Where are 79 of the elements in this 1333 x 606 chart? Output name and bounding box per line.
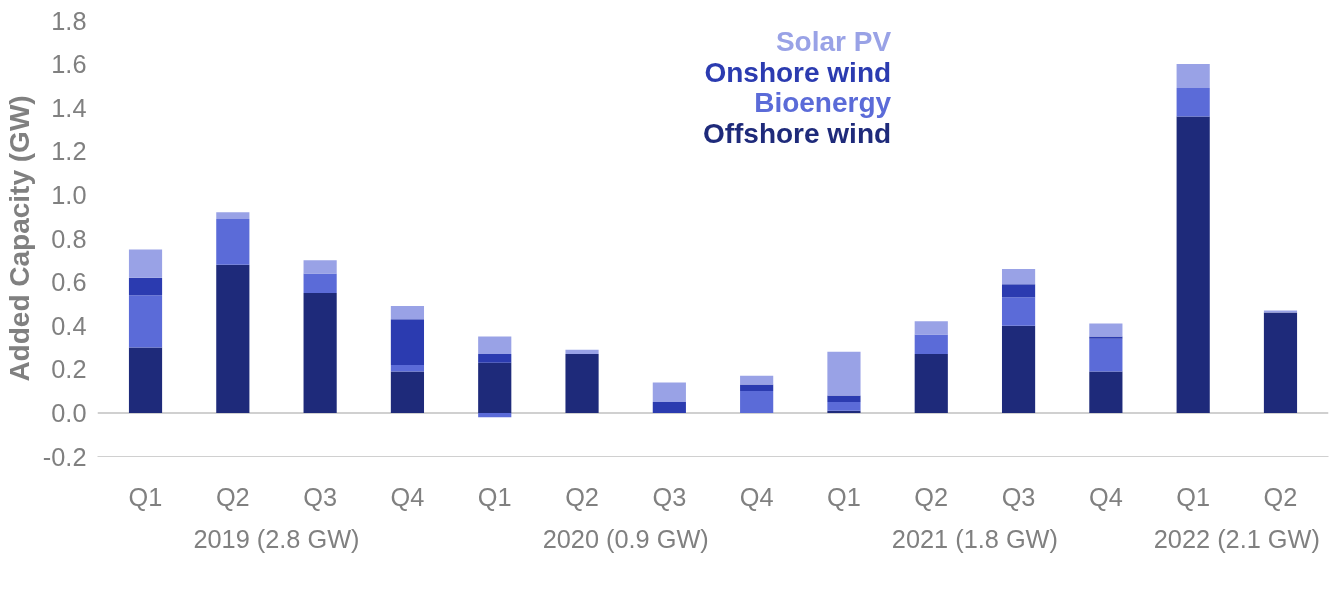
bar <box>128 295 163 348</box>
y-tick-label: 1.2 <box>51 137 87 166</box>
bar <box>1263 312 1298 413</box>
bar <box>1089 371 1123 413</box>
bar <box>390 306 425 320</box>
y-tick-label: 1.0 <box>51 180 87 209</box>
bar <box>740 391 774 413</box>
bar <box>1001 269 1036 285</box>
bar <box>390 364 425 372</box>
x-tick-label: Q3 <box>1001 482 1036 511</box>
y-tick-label: 0.2 <box>51 355 87 384</box>
x-tick-label: Q2 <box>914 482 949 511</box>
bar <box>1001 297 1036 326</box>
bar <box>827 351 861 396</box>
y-tick-label: 0.4 <box>51 311 87 340</box>
text: Onshore wind <box>704 56 892 88</box>
x-tick-label: Q3 <box>303 482 338 511</box>
bar <box>565 354 599 413</box>
text: Solar PV <box>775 26 892 58</box>
x-tick-label: Q4 <box>1088 482 1123 511</box>
bar <box>1089 336 1123 339</box>
y-tick-label: 1.6 <box>51 50 87 79</box>
bar <box>478 336 512 355</box>
x-tick-label: Q1 <box>827 482 861 511</box>
text: 2021 (1.8 GW) <box>891 524 1058 553</box>
bar <box>1001 284 1036 298</box>
bar <box>914 321 948 335</box>
text: 2020 (0.9 GW) <box>542 524 709 553</box>
x-tick-label: Q2 <box>1263 482 1298 511</box>
text: Bioenergy <box>754 87 892 119</box>
bar <box>1176 64 1210 89</box>
bar <box>1089 338 1123 372</box>
bar <box>478 362 512 413</box>
y-tick-label: 0.0 <box>51 398 87 427</box>
y-tick-label: 0.8 <box>51 224 87 253</box>
bar <box>128 277 163 296</box>
text: 2019 (2.8 GW) <box>193 524 360 553</box>
y-tick-label: 1.4 <box>51 93 87 122</box>
bar <box>1263 310 1298 313</box>
bar <box>652 382 686 402</box>
x-tick-label: Q2 <box>215 482 250 511</box>
bar <box>652 402 686 413</box>
bar <box>1176 116 1210 413</box>
bar <box>565 349 599 355</box>
x-tick-label: Q1 <box>477 482 512 511</box>
text: Offshore wind <box>702 117 892 149</box>
x-tick-label: Q2 <box>565 482 599 511</box>
bar <box>478 412 512 418</box>
bar <box>128 347 163 413</box>
x-tick-label: Q4 <box>390 482 425 511</box>
bar <box>216 218 250 265</box>
bar <box>303 260 337 274</box>
y-tick-label: 1.8 <box>51 6 87 35</box>
bar <box>740 375 774 385</box>
x-tick-label: Q3 <box>652 482 687 511</box>
bar <box>128 249 163 278</box>
bar <box>827 402 861 411</box>
y-tick-label: -0.2 <box>42 442 87 471</box>
text: 2022 (2.1 GW) <box>1153 524 1320 553</box>
bar <box>1001 325 1036 413</box>
bar <box>478 354 512 363</box>
bar <box>216 212 250 219</box>
bar <box>914 354 948 413</box>
bar <box>303 273 337 293</box>
bar <box>390 319 425 365</box>
x-tick-label: Q4 <box>739 482 774 511</box>
bar <box>303 293 337 413</box>
x-tick-label: Q1 <box>1176 482 1211 511</box>
bar <box>1176 88 1210 117</box>
y-axis-title: Added Capacity (GW) <box>3 95 35 382</box>
bar <box>914 334 948 355</box>
bar <box>740 384 774 392</box>
bar <box>216 264 250 413</box>
bar <box>827 395 861 402</box>
bar <box>1089 323 1123 337</box>
bar <box>390 371 425 413</box>
y-tick-label: 0.6 <box>51 268 87 297</box>
bar <box>827 410 861 413</box>
x-tick-label: Q1 <box>128 482 163 511</box>
